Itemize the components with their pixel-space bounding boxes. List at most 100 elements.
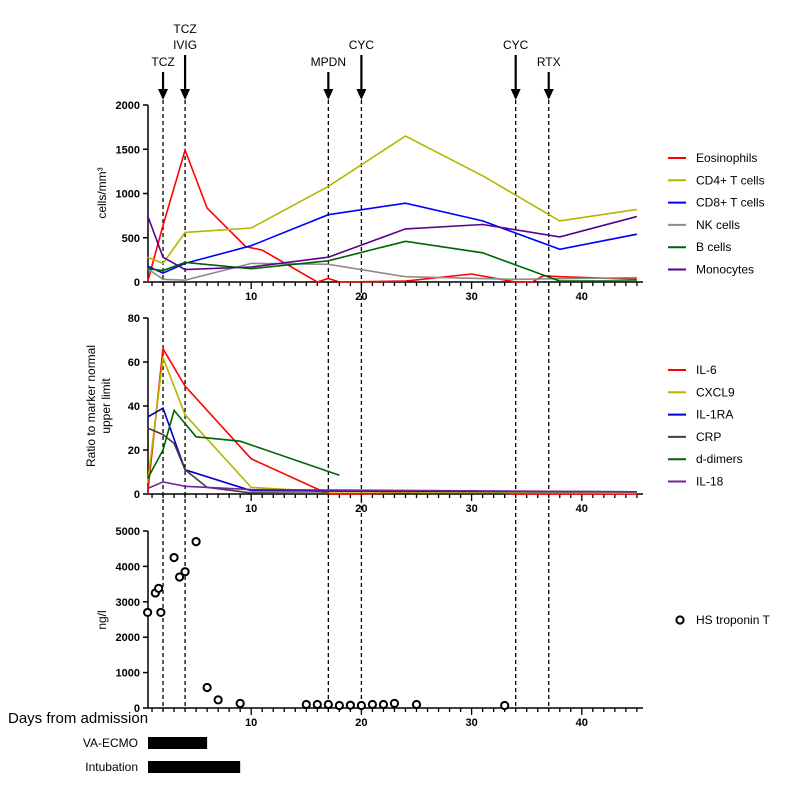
x-tick-label: 10	[245, 503, 257, 515]
y-axis-label: cells/mm³	[95, 167, 109, 218]
data-point	[323, 699, 333, 710]
y-tick-label: 40	[128, 401, 140, 413]
arrow-head-icon	[323, 89, 334, 100]
data-point	[169, 552, 179, 563]
series-crp	[147, 427, 329, 495]
series-line	[146, 357, 637, 494]
legend-label: CXCL9	[696, 385, 735, 399]
treatment-label: CYC	[349, 38, 375, 52]
treatment-marker: TCZ	[151, 55, 175, 710]
x-tick-label: 40	[576, 291, 588, 303]
legend-label: d-dimers	[696, 452, 743, 466]
y-tick-label: 1500	[116, 144, 140, 156]
y-axis-label: Ratio to marker normalupper limit	[84, 345, 113, 467]
arrow-head-icon	[510, 89, 521, 100]
series-d-dimers	[146, 408, 340, 479]
y-axis-label: ng/l	[95, 610, 109, 629]
data-point	[143, 607, 153, 618]
support-va-ecmo: VA-ECMO	[83, 736, 208, 750]
panel-cell-counts: 0 500 1000 1500 2000 10 20 30 40 cells/mm³ Eosinop…	[95, 100, 765, 303]
x-tick-label: 30	[465, 503, 477, 515]
series-line	[146, 408, 340, 479]
y-tick-label: 5000	[116, 526, 140, 538]
treatment-label: TCZ	[173, 22, 196, 36]
y-tick-label: 60	[128, 357, 140, 369]
x-tick-label: 10	[245, 717, 257, 729]
y-tick-label: 2000	[116, 632, 140, 644]
legend-label: CRP	[696, 430, 721, 444]
data-point	[334, 700, 344, 711]
legend-marker	[675, 615, 685, 625]
data-point	[367, 699, 378, 710]
arrow-head-icon	[356, 89, 367, 100]
treatment-marker: CYC	[349, 38, 375, 710]
treatment-marker: TCZ IVIG	[173, 22, 197, 710]
series-line	[146, 346, 637, 495]
legend-label: NK cells	[696, 218, 740, 232]
series-line	[146, 147, 637, 283]
data-point	[378, 699, 389, 710]
treatment-label: RTX	[537, 55, 561, 69]
data-point	[213, 695, 223, 705]
treatment-label: IVIG	[173, 38, 197, 52]
legend-label: Eosinophils	[696, 151, 757, 165]
support-label: VA-ECMO	[83, 736, 138, 750]
treatment-label: CYC	[503, 38, 529, 52]
data-point	[500, 700, 510, 711]
x-tick-label: 30	[465, 717, 477, 729]
panel-troponin: 0 1000 2000 3000 4000 5000 10 20 30 40 ng/l HS trop…	[95, 526, 770, 729]
series-cxcl9	[146, 357, 637, 494]
x-tick-label: 20	[355, 503, 367, 515]
x-tick-label: 40	[576, 717, 588, 729]
data-point	[301, 699, 311, 710]
data-point	[235, 698, 245, 708]
treatment-marker: CYC	[503, 38, 529, 710]
series-cd4-t-cells	[147, 135, 638, 265]
y-tick-label: 500	[122, 233, 140, 245]
support-intubation: Intubation	[85, 760, 241, 774]
y-tick-label: 0	[134, 277, 140, 289]
data-point	[191, 537, 201, 547]
series-line	[147, 262, 637, 282]
series-b-cells	[147, 240, 637, 282]
series-il-18	[147, 481, 637, 493]
support-bars: VA-ECMO Intubation	[83, 736, 241, 774]
legend-label: CD4+ T cells	[696, 173, 765, 187]
treatment-marker: MPDN	[311, 55, 346, 710]
series-line	[147, 407, 637, 493]
y-tick-label: 0	[134, 489, 140, 501]
data-point	[345, 700, 355, 710]
x-tick-label: 20	[355, 717, 367, 729]
x-tick-label: 20	[355, 291, 367, 303]
data-point	[202, 682, 212, 693]
arrow-head-icon	[180, 89, 191, 100]
series-line	[146, 215, 638, 271]
series-il-1ra	[147, 407, 637, 493]
x-tick-label: 30	[465, 291, 477, 303]
y-tick-label: 3000	[116, 597, 140, 609]
y-tick-label: 20	[128, 445, 140, 457]
data-point	[312, 699, 322, 710]
y-tick-label: 4000	[116, 561, 140, 573]
series-line	[147, 135, 638, 265]
data-point	[356, 700, 366, 711]
treatment-marker: RTX	[537, 55, 561, 710]
y-tick-label: 2000	[116, 100, 140, 112]
series-line	[147, 427, 329, 495]
data-point	[389, 698, 400, 708]
data-point	[154, 583, 164, 593]
data-point	[156, 607, 166, 618]
legend-label: CD8+ T cells	[696, 196, 765, 210]
y-tick-label: 0	[134, 703, 140, 715]
data-point	[174, 572, 185, 582]
series-il-6	[146, 346, 637, 495]
legend-label: Monocytes	[696, 263, 754, 277]
legend-label: HS troponin T	[696, 613, 770, 627]
panel-inflammatory-markers: 0 20 40 60 80 10 20 30 40 Ratio to marker normalu…	[84, 313, 743, 515]
series-hs-troponin-t	[143, 537, 510, 711]
x-tick-label: 10	[245, 291, 257, 303]
y-tick-label: 1000	[116, 189, 140, 201]
data-point	[180, 567, 190, 577]
